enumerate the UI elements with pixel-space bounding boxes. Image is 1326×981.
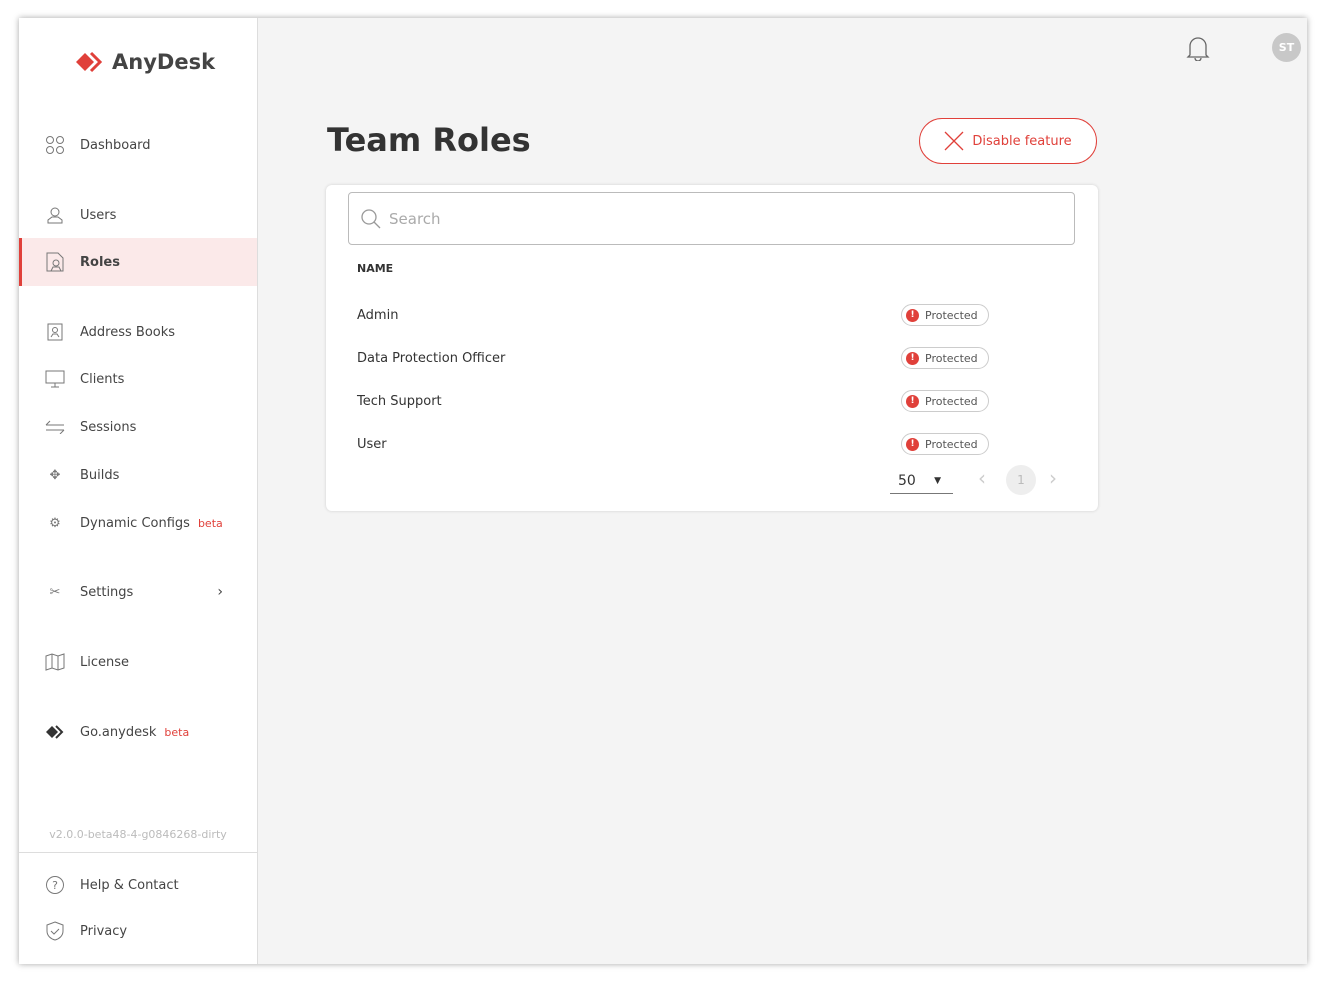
label: Dashboard [80, 137, 151, 153]
protected-badge: ! Protected [901, 433, 989, 455]
anydesk-logo[interactable]: AnyDesk [76, 50, 215, 74]
beta-badge: beta [197, 516, 223, 530]
user-icon [45, 205, 65, 225]
page-number[interactable]: 1 [1006, 465, 1036, 495]
shield-icon [45, 921, 65, 941]
sidebar-item-builds[interactable]: ✥ Builds [19, 451, 257, 499]
gear-icon: ⚙ [49, 515, 61, 531]
table-row[interactable]: Admin! Protected [357, 300, 1057, 330]
avatar[interactable]: ST [1272, 33, 1301, 62]
label: Users [80, 207, 117, 223]
brand-name: AnyDesk [112, 50, 216, 74]
tools-icon: ✂ [49, 584, 61, 600]
sidebar-item-go-anydesk[interactable]: Go.anydesk beta [19, 708, 257, 756]
page-size-select[interactable]: 50 ▼ [890, 468, 953, 494]
sidebar-item-clients[interactable]: Clients [19, 355, 257, 403]
version-label: v2.0.0-beta48-4-g0846268-dirty [49, 828, 227, 841]
svg-text:?: ? [52, 879, 58, 892]
label: Dynamic Configs [80, 515, 190, 531]
book-icon [45, 652, 65, 672]
badge-label: Protected [925, 308, 978, 322]
help-icon: ? [45, 875, 65, 895]
builds-icon: ✥ [49, 467, 61, 483]
badge-label: Protected [925, 394, 978, 408]
chevron-right-icon: › [217, 584, 223, 600]
label: License [80, 654, 130, 670]
badge-label: Protected [925, 437, 978, 451]
info-icon: ! [906, 437, 919, 451]
role-name: Data Protection Officer [357, 350, 506, 366]
label: Go.anydesk [80, 724, 157, 740]
role-name: Admin [357, 307, 399, 323]
label: Privacy [80, 923, 128, 939]
app-window: AnyDesk Dashboard Users Roles Address Bo… [19, 18, 1307, 964]
disable-feature-label: Disable feature [972, 133, 1072, 149]
sidebar-item-license[interactable]: License [19, 638, 257, 686]
column-header-name[interactable]: NAME [357, 262, 394, 275]
roles-icon [45, 252, 65, 272]
caret-down-icon: ▼ [934, 475, 941, 486]
roles-card: Search NAME Admin! Protected Data Protect… [326, 185, 1098, 511]
protected-badge: ! Protected [901, 390, 989, 412]
beta-badge: beta [164, 725, 190, 739]
search-placeholder: Search [389, 209, 441, 228]
protected-badge: ! Protected [901, 347, 989, 369]
label: Builds [80, 467, 120, 483]
label: Clients [80, 371, 125, 387]
anydesk-icon [45, 722, 65, 742]
role-name: User [357, 436, 387, 452]
info-icon: ! [906, 394, 919, 408]
sidebar: AnyDesk Dashboard Users Roles Address Bo… [19, 18, 258, 964]
sidebar-item-privacy[interactable]: Privacy [19, 907, 257, 955]
table-row[interactable]: User! Protected [357, 429, 1057, 459]
badge-label: Protected [925, 351, 978, 365]
sidebar-item-address-books[interactable]: Address Books [19, 308, 257, 356]
page-title: Team Roles [327, 121, 531, 159]
search-input[interactable]: Search [348, 192, 1075, 245]
label: Address Books [80, 324, 176, 340]
monitor-icon [45, 369, 65, 389]
anydesk-logo-icon [76, 51, 103, 73]
sidebar-item-settings[interactable]: ✂ Settings › [19, 568, 257, 616]
disable-feature-button[interactable]: Disable feature [919, 118, 1097, 164]
divider [19, 852, 257, 853]
sidebar-item-roles[interactable]: Roles [19, 238, 257, 286]
label: Sessions [80, 419, 137, 435]
sidebar-item-help[interactable]: ? Help & Contact [19, 861, 257, 909]
page-size-value: 50 [898, 472, 916, 489]
protected-badge: ! Protected [901, 304, 989, 326]
sidebar-item-dynamic-configs[interactable]: ⚙ Dynamic Configs beta [19, 499, 257, 547]
label: Help & Contact [80, 877, 179, 893]
sidebar-item-users[interactable]: Users [19, 191, 257, 239]
label: Roles [80, 254, 120, 270]
dashboard-icon [45, 135, 65, 155]
sidebar-item-dashboard[interactable]: Dashboard [19, 121, 257, 169]
role-name: Tech Support [357, 393, 442, 409]
bell-icon[interactable] [1186, 35, 1210, 65]
table-row[interactable]: Tech Support! Protected [357, 386, 1057, 416]
close-icon [944, 131, 964, 151]
next-page-button[interactable]: › [1049, 466, 1057, 490]
table-row[interactable]: Data Protection Officer! Protected [357, 343, 1057, 373]
address-book-icon [45, 322, 65, 342]
search-icon [361, 208, 381, 228]
info-icon: ! [906, 308, 919, 322]
prev-page-button[interactable]: ‹ [978, 466, 986, 490]
sidebar-item-sessions[interactable]: Sessions [19, 403, 257, 451]
sessions-icon [45, 417, 65, 437]
label: Settings [80, 584, 134, 600]
info-icon: ! [906, 351, 919, 365]
